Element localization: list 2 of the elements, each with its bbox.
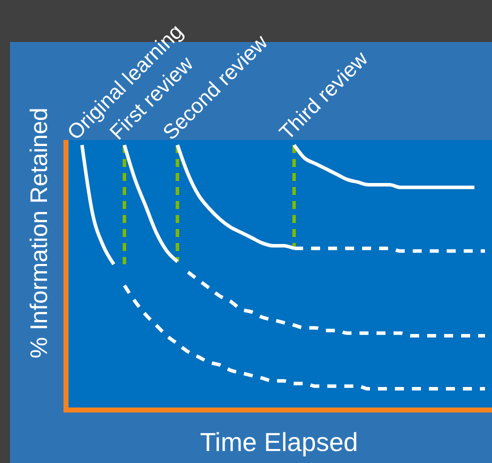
y-axis-title: % Information Retained: [26, 108, 53, 358]
x-axis-title: Time Elapsed: [200, 427, 358, 457]
